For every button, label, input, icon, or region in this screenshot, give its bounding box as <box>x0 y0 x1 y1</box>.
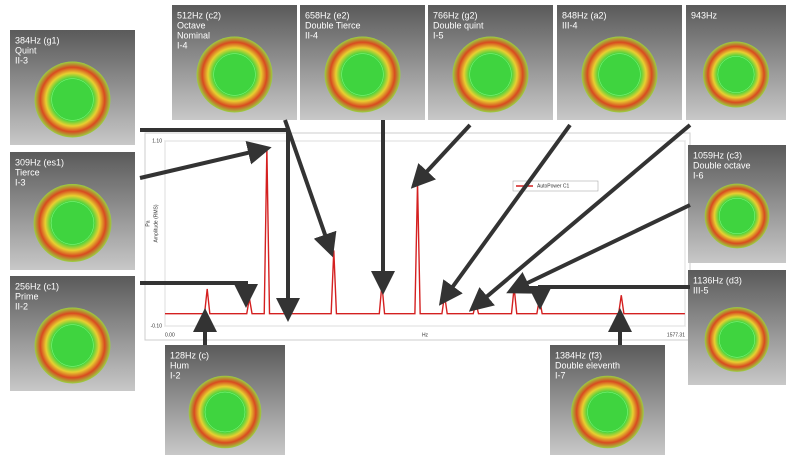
panel-text: Nominal <box>177 30 210 40</box>
mode-shape-center <box>213 53 256 96</box>
mode-panel: 943Hz <box>686 5 786 120</box>
panel-text: 1059Hz (c3) <box>693 150 742 160</box>
panel-text: Tierce <box>15 167 40 177</box>
panel-text: 512Hz (c2) <box>177 10 221 20</box>
mode-panel: 1136Hz (d3)III-5 <box>688 270 786 385</box>
panel-text: Double eleventh <box>555 360 620 370</box>
arrow <box>438 123 572 306</box>
plot: -0.10 1.10 0.00 1577.31 Hz Pa Amplitude (RMS) A… <box>145 138 686 338</box>
mode-shape-center <box>51 78 94 121</box>
panel-text: 1384Hz (f3) <box>555 350 602 360</box>
mode-shape-center <box>718 321 756 358</box>
panel-text: Double Tierce <box>305 20 361 30</box>
y-axis-label: Pa <box>145 220 151 226</box>
panel-text: Octave <box>177 20 206 30</box>
panel-text: Double quint <box>433 20 484 30</box>
y-tick-label: -0.10 <box>151 323 163 329</box>
legend-box <box>512 180 599 192</box>
arrow <box>140 281 258 308</box>
arrow <box>506 203 691 294</box>
panel-text: I-6 <box>693 170 704 180</box>
y-tick-label: 1.10 <box>152 138 162 144</box>
mode-shape-center <box>598 53 641 96</box>
panel-text: 128Hz (c) <box>170 350 209 360</box>
panel-text: II-2 <box>15 301 28 311</box>
panel-text: 1136Hz (d3) <box>693 275 742 285</box>
mode-shape-center <box>587 391 628 433</box>
x-tick-label: 0.00 <box>165 332 175 338</box>
mode-panel: 848Hz (a2)III-4 <box>557 5 682 120</box>
panel-text: 848Hz (a2) <box>562 10 607 20</box>
panel-text: Double octave <box>693 160 751 170</box>
mode-shape-center <box>469 53 512 96</box>
panel-text: 256Hz (c1) <box>15 281 59 291</box>
arrow <box>528 285 690 310</box>
mode-shape-center <box>341 53 384 96</box>
arrow <box>410 123 472 189</box>
plot-area <box>164 140 686 327</box>
panel-text: II-3 <box>15 55 28 65</box>
panel-text: Hum <box>170 360 189 370</box>
mode-shape-center <box>718 197 756 235</box>
arrow <box>139 141 272 180</box>
arrows <box>139 119 692 345</box>
panel-text: Quint <box>15 45 37 55</box>
mode-shape-center <box>50 201 95 245</box>
panel-text: 309Hz (es1) <box>15 157 64 167</box>
mode-shape-center <box>51 324 94 367</box>
panel-text: I-7 <box>555 370 566 380</box>
panel-text: I-5 <box>433 30 444 40</box>
panel-text: 766Hz (g2) <box>433 10 478 20</box>
panel-text: I-3 <box>15 177 26 187</box>
mode-shape-center <box>204 391 246 433</box>
panel-text: III-5 <box>693 285 709 295</box>
panel-text: Prime <box>15 291 39 301</box>
panel-text: I-2 <box>170 370 181 380</box>
panel-text: I-4 <box>177 40 188 50</box>
panel-text: 384Hz (g1) <box>15 35 60 45</box>
panel-text: 943Hz <box>691 10 718 20</box>
y-axis-label: Amplitude (RMS) <box>153 204 159 242</box>
legend-label: AutoPower C1 <box>537 183 569 189</box>
x-tick-label: 1577.31 <box>667 332 685 338</box>
mode-shape-center <box>717 56 755 93</box>
arrow <box>283 119 337 258</box>
panel-text: III-4 <box>562 20 578 30</box>
panel-text: 658Hz (e2) <box>305 10 350 20</box>
x-axis-label: Hz <box>422 332 429 338</box>
panel-text: II-4 <box>305 30 318 40</box>
